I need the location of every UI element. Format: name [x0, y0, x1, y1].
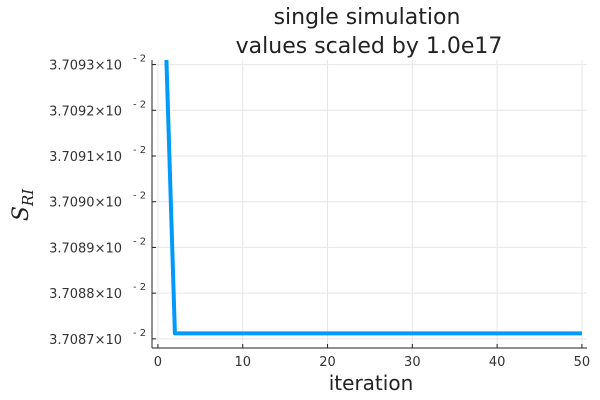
svg-text:SRI: SRI — [9, 188, 37, 221]
y-tick-exponent: - 2 — [133, 145, 146, 156]
series-line — [164, 59, 582, 336]
x-tick-label: 20 — [319, 355, 336, 370]
x-tick-label: 10 — [234, 355, 251, 370]
y-tick-exponent: - 2 — [133, 282, 146, 293]
chart-subtitle: values scaled by 1.0e17 — [236, 34, 503, 59]
y-tick-exponent: - 2 — [133, 328, 146, 339]
y-tick-exponent: - 2 — [133, 54, 146, 65]
y-tick-exponent: - 2 — [133, 236, 146, 247]
series-layer — [164, 59, 582, 336]
y-tick-label: 3.7089×10 — [49, 241, 122, 256]
y-axis-label: SRI — [9, 188, 37, 221]
y-tick-label: 3.7092×10 — [49, 104, 122, 119]
chart-title: single simulation — [274, 5, 461, 30]
x-tick-label: 50 — [574, 355, 591, 370]
axes — [151, 60, 587, 349]
x-axis-label: iteration — [329, 371, 414, 395]
y-tick-label: 3.7087×10 — [49, 333, 122, 348]
x-tick-label: 40 — [489, 355, 506, 370]
y-tick-label: 3.7091×10 — [49, 150, 122, 165]
y-axis-label-subscript: RI — [19, 188, 37, 207]
y-tick-exponent: - 2 — [133, 191, 146, 202]
grid-lines — [152, 60, 587, 348]
y-axis-label-main: S — [9, 206, 34, 221]
y-tick-exponent: - 2 — [133, 99, 146, 110]
y-tick-label: 3.7088×10 — [49, 287, 122, 302]
x-tick-label: 30 — [404, 355, 421, 370]
y-tick-label: 3.7090×10 — [49, 196, 122, 211]
y-ticks: 3.7087×10 - 2 3.7088×10 - 2 3.7089×10 - 2 3.70… — [49, 54, 156, 348]
y-tick-label: 3.7093×10 — [49, 59, 122, 74]
x-tick-label: 0 — [154, 355, 162, 370]
x-ticks: 0 10 20 30 40 50 — [154, 344, 590, 370]
